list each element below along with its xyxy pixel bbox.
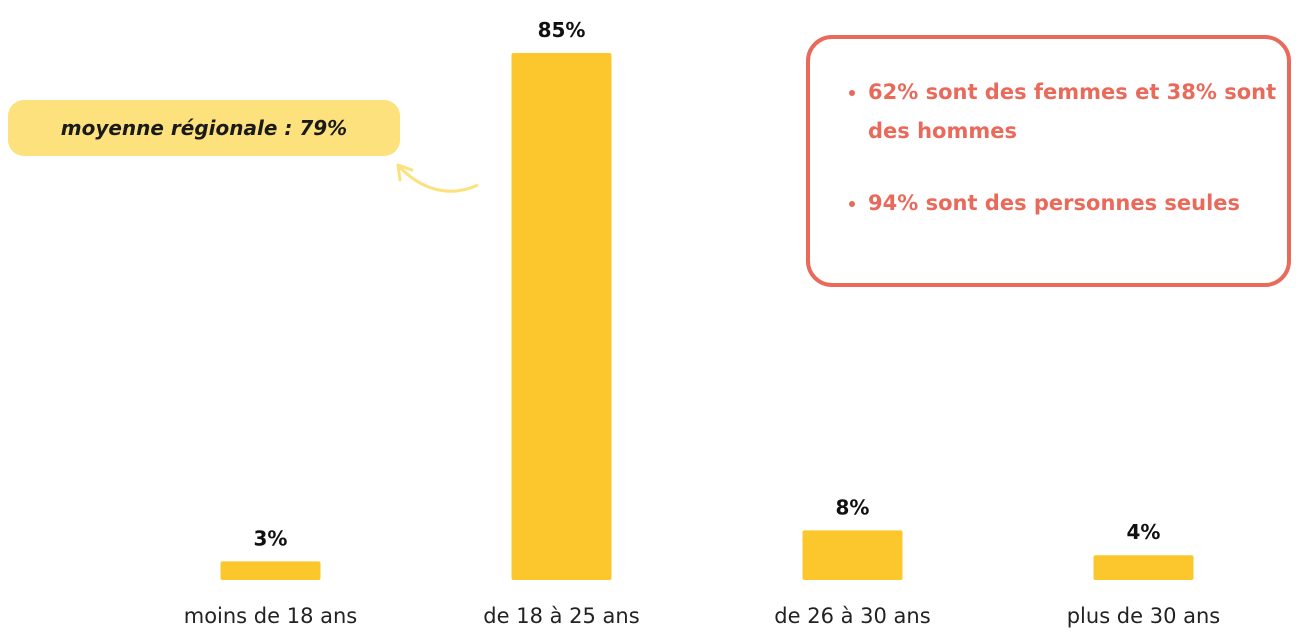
bar bbox=[802, 530, 903, 580]
arrow bbox=[396, 164, 479, 193]
x-tick-label: moins de 18 ans bbox=[184, 604, 358, 628]
bullet: 62% sont des femmes et 38% sont des homm… bbox=[868, 73, 1277, 151]
annotation: moyenne régionale : 79% bbox=[8, 100, 400, 156]
x-tick-label: de 18 à 25 ans bbox=[483, 604, 639, 628]
bullet-list: 62% sont des femmes et 38% sont des homm… bbox=[832, 73, 1277, 223]
bar bbox=[511, 53, 612, 580]
x-tick-label: plus de 30 ans bbox=[1067, 604, 1221, 628]
value-label: 8% bbox=[836, 495, 870, 519]
value-label: 85% bbox=[538, 18, 586, 42]
bullet: 94% sont des personnes seules bbox=[868, 184, 1277, 223]
bar bbox=[220, 561, 321, 580]
arrow-head bbox=[396, 163, 414, 182]
value-label: 3% bbox=[254, 526, 288, 550]
x-tick-label: de 26 à 30 ans bbox=[774, 604, 930, 628]
info-box: 62% sont des femmes et 38% sont des homm… bbox=[806, 35, 1291, 287]
bar bbox=[1093, 555, 1194, 580]
value-label: 4% bbox=[1127, 520, 1161, 544]
